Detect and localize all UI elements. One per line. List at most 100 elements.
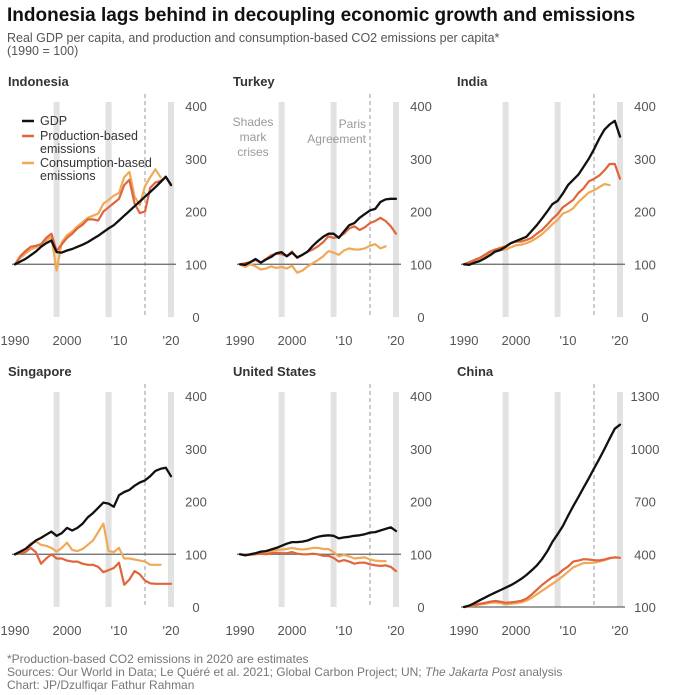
x-tick-label: 2000 [278, 623, 307, 638]
x-tick-label: 2000 [502, 333, 531, 348]
series-line-gdp [462, 119, 622, 266]
x-tick-label: 2000 [53, 623, 82, 638]
y-tick-label: 100 [634, 257, 656, 272]
annotation-paris-agreement: Paris Agreement [307, 117, 366, 146]
x-tick-label: '20 [612, 623, 629, 638]
legend-label-gdp: GDP [40, 114, 67, 128]
x-tick-label: '10 [560, 623, 577, 638]
y-tick-label: 0 [192, 310, 199, 325]
crisis-band-2020 [168, 392, 174, 607]
crisis-band-1998 [278, 102, 285, 317]
y-tick-label: 0 [641, 310, 648, 325]
y-tick-label: 400 [634, 547, 656, 562]
y-tick-label: 1300 [631, 389, 660, 404]
crisis-band-2008 [554, 392, 561, 607]
x-tick-label: 1990 [226, 623, 255, 638]
panel-title-india: India [457, 74, 488, 89]
x-tick-label: 1990 [450, 333, 479, 348]
y-tick-label: 100 [185, 547, 207, 562]
panel-title-indonesia: Indonesia [8, 74, 69, 89]
annotation-shades-mark-crises: Shades mark crises [233, 115, 274, 159]
series-line-gdp [13, 466, 173, 556]
x-tick-label: '20 [388, 333, 405, 348]
panel-india: India 0 100 200 300 400 1990 2000 '10 '20 [450, 74, 656, 348]
panel-title-turkey: Turkey [233, 74, 275, 89]
series-line-gdp [238, 526, 398, 557]
panel-united-states: United States 0 100 200 300 400 1990 2000 '10 '20 [226, 364, 432, 638]
crisis-band-2020 [617, 392, 623, 607]
x-tick-label: '10 [336, 333, 353, 348]
crisis-band-2008 [105, 102, 112, 317]
y-tick-label: 400 [185, 389, 207, 404]
crisis-band-2008 [330, 392, 337, 607]
y-tick-label: 300 [410, 152, 432, 167]
x-tick-label: 1990 [1, 333, 30, 348]
series-line-gdp [462, 423, 622, 609]
crisis-band-2020 [617, 102, 623, 317]
x-tick-label: '20 [163, 333, 180, 348]
panel-title-china: China [457, 364, 494, 379]
y-tick-label: 100 [410, 547, 432, 562]
sources-suffix: analysis [515, 665, 563, 679]
y-tick-label: 100 [634, 600, 656, 615]
series-line-gdp [238, 197, 398, 266]
y-tick-label: 400 [185, 99, 207, 114]
footnote: *Production-based CO2 emissions in 2020 … [7, 652, 309, 666]
panel-title-united-states: United States [233, 364, 316, 379]
x-tick-label: '20 [163, 623, 180, 638]
series-line-production [13, 176, 173, 266]
sources-prefix: Sources: Our World in Data; Le Quéré et … [7, 665, 425, 679]
x-tick-label: 1990 [1, 623, 30, 638]
x-tick-label: '20 [612, 333, 629, 348]
legend-label-production: Production-based emissions [40, 129, 138, 156]
y-tick-label: 200 [634, 205, 656, 220]
crisis-band-2008 [554, 102, 561, 317]
x-tick-label: 2000 [502, 623, 531, 638]
x-tick-label: 1990 [450, 623, 479, 638]
x-tick-label: '10 [111, 623, 128, 638]
series-line-production [13, 546, 173, 586]
y-tick-label: 100 [410, 257, 432, 272]
series-line-gdp [13, 175, 173, 266]
y-tick-label: 300 [634, 152, 656, 167]
x-tick-label: '10 [560, 333, 577, 348]
y-tick-label: 700 [634, 495, 656, 510]
y-tick-label: 0 [192, 600, 199, 615]
crisis-band-1998 [278, 392, 285, 607]
x-tick-label: 2000 [53, 333, 82, 348]
chart-subtitle: Real GDP per capita, and production and … [7, 32, 647, 58]
series-line-production [238, 550, 398, 573]
crisis-band-1998 [502, 392, 509, 607]
x-tick-label: '20 [388, 623, 405, 638]
series-line-consumption [238, 243, 387, 274]
crisis-band-1998 [53, 102, 60, 317]
y-tick-label: 300 [410, 442, 432, 457]
annotations: Shades mark crises Paris Agreement [233, 115, 367, 159]
y-tick-label: 0 [417, 600, 424, 615]
panel-singapore: Singapore 0 100 200 300 400 1990 2000 '10 '20 [1, 364, 207, 638]
panel-turkey: Turkey 0 100 200 300 400 1990 2000 '10 '20 Shades m… [226, 74, 432, 348]
subtitle-line-1: Real GDP per capita, and production and … [7, 31, 500, 45]
series-line-consumption [462, 183, 611, 266]
panel-china: China 100 400 700 1000 1300 1990 2000 '10 '20 [450, 364, 660, 638]
y-tick-label: 400 [410, 99, 432, 114]
series-line-production [462, 556, 622, 609]
y-tick-label: 400 [634, 99, 656, 114]
series-line-production [462, 162, 622, 266]
crisis-band-2008 [105, 392, 112, 607]
subtitle-line-2: (1990 = 100) [7, 44, 79, 58]
sources-italic: The Jakarta Post [424, 665, 516, 679]
x-tick-label: '10 [336, 623, 353, 638]
y-tick-label: 200 [410, 495, 432, 510]
y-tick-label: 200 [410, 205, 432, 220]
y-tick-label: 0 [417, 310, 424, 325]
x-tick-label: 1990 [226, 333, 255, 348]
crisis-band-2008 [330, 102, 337, 317]
y-tick-label: 100 [185, 257, 207, 272]
crisis-band-2020 [393, 102, 399, 317]
credit: Chart: JP/Dzulfiqar Fathur Rahman [7, 678, 195, 692]
crisis-band-2020 [168, 102, 174, 317]
series-line-consumption [13, 522, 162, 566]
